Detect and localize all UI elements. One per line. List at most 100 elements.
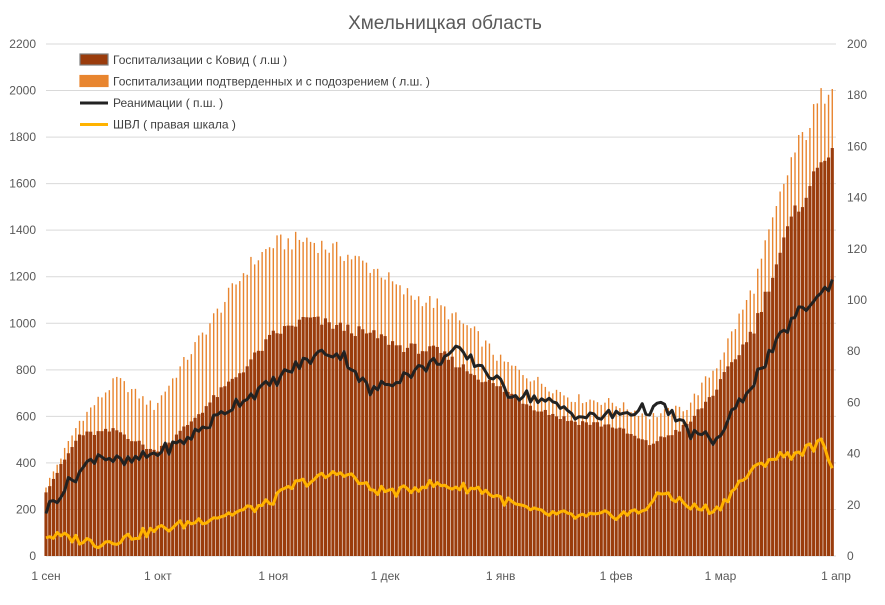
covid-bar	[812, 171, 816, 556]
covid-bar	[502, 391, 506, 556]
chart-title: Хмельницкая область	[348, 13, 542, 34]
covid-bar	[718, 379, 723, 556]
covid-bar	[450, 356, 454, 556]
covid-bar	[610, 427, 614, 556]
covid-bar	[487, 379, 492, 556]
covid-bar	[543, 409, 547, 556]
legend: Госпитализации с Ковид ( л.ш ) Госпитализ…	[79, 53, 430, 132]
covid-bar	[290, 325, 294, 556]
y-left-tick-label: 1200	[9, 270, 36, 284]
covid-bar	[499, 386, 503, 556]
y-left-tick-label: 2000	[9, 84, 36, 98]
covid-bar	[551, 413, 555, 556]
covid-bar	[126, 438, 130, 556]
y-left-tick-label: 800	[16, 363, 36, 377]
covid-bar	[793, 205, 797, 556]
covid-bar	[327, 322, 331, 556]
covid-bar	[700, 408, 704, 556]
covid-bar	[633, 435, 637, 556]
covid-bar	[424, 351, 428, 556]
y-right-tick-label: 180	[847, 88, 867, 102]
covid-bar	[182, 426, 186, 556]
covid-bar	[130, 441, 134, 556]
x-tick-label: 1 дек	[371, 569, 401, 583]
covid-bar	[111, 428, 115, 556]
covid-bar	[249, 359, 253, 556]
covid-bar	[566, 421, 570, 556]
covid-bar	[241, 372, 246, 556]
covid-bar	[618, 427, 622, 556]
legend-label: ШВЛ ( правая шкала )	[113, 118, 236, 132]
x-tick-label: 1 сен	[31, 569, 60, 583]
legend-label: Реанимации ( п.ш. )	[113, 96, 223, 110]
covid-bar	[215, 397, 219, 556]
covid-bar	[558, 419, 562, 556]
covid-bar	[74, 440, 78, 556]
covid-bar	[338, 322, 342, 556]
covid-bar	[268, 334, 272, 556]
covid-bar	[510, 393, 514, 556]
covid-bar	[305, 317, 309, 556]
covid-bar	[398, 345, 402, 556]
covid-bar	[159, 445, 164, 556]
covid-bar	[189, 421, 193, 556]
covid-bar	[469, 373, 473, 556]
covid-bar	[599, 426, 603, 556]
covid-bar	[569, 420, 573, 556]
y-left-tick-label: 600	[16, 409, 36, 423]
covid-bar	[275, 333, 279, 556]
covid-bar	[63, 459, 67, 556]
covid-bar	[506, 391, 510, 556]
covid-bar	[148, 448, 152, 556]
covid-bar	[51, 478, 56, 556]
covid-bar	[223, 386, 227, 556]
covid-bar	[264, 339, 268, 556]
covid-bar	[309, 317, 313, 556]
y-left-tick-label: 1800	[9, 130, 36, 144]
covid-bar	[368, 332, 372, 556]
covid-bar	[823, 160, 827, 556]
covid-bar	[118, 432, 123, 556]
covid-bar	[331, 328, 335, 556]
covid-bar	[260, 350, 264, 556]
covid-bar	[70, 447, 74, 556]
covid-bar	[48, 486, 52, 556]
covid-bar	[234, 377, 238, 556]
covid-bar	[253, 352, 257, 556]
covid-bar	[85, 431, 89, 556]
covid-bar	[364, 333, 369, 556]
covid-bar	[394, 345, 398, 556]
legend-label: Госпитализации с Ковид ( л.ш )	[113, 53, 287, 67]
covid-bar	[346, 324, 350, 556]
covid-bar	[521, 403, 525, 556]
covid-bar	[297, 319, 301, 556]
covid-bar	[212, 395, 216, 556]
covid-bar	[316, 316, 320, 556]
covid-bar	[294, 326, 298, 556]
covid-bar	[771, 277, 775, 556]
covid-bar	[458, 367, 462, 556]
covid-bar	[454, 367, 458, 556]
covid-bar	[745, 342, 749, 556]
y-right-tick-label: 200	[847, 37, 867, 51]
covid-bar	[696, 409, 700, 556]
covid-bars-layer	[44, 148, 834, 557]
covid-bar	[577, 424, 581, 556]
covid-bar	[592, 422, 596, 556]
covid-bar	[390, 341, 395, 556]
covid-bar	[670, 435, 674, 556]
covid-bar	[759, 311, 764, 556]
y-left-tick-label: 1000	[9, 316, 36, 330]
x-tick-label: 1 мар	[705, 569, 737, 583]
covid-bar	[66, 453, 70, 556]
covid-bar	[677, 431, 682, 556]
covid-bar	[804, 197, 808, 556]
covid-bar	[689, 421, 693, 556]
covid-bar	[286, 325, 290, 556]
x-tick-label: 1 янв	[486, 569, 516, 583]
covid-bar	[376, 338, 380, 556]
covid-bar	[387, 344, 391, 556]
y-right-tick-label: 100	[847, 293, 867, 307]
covid-bar	[81, 435, 85, 556]
